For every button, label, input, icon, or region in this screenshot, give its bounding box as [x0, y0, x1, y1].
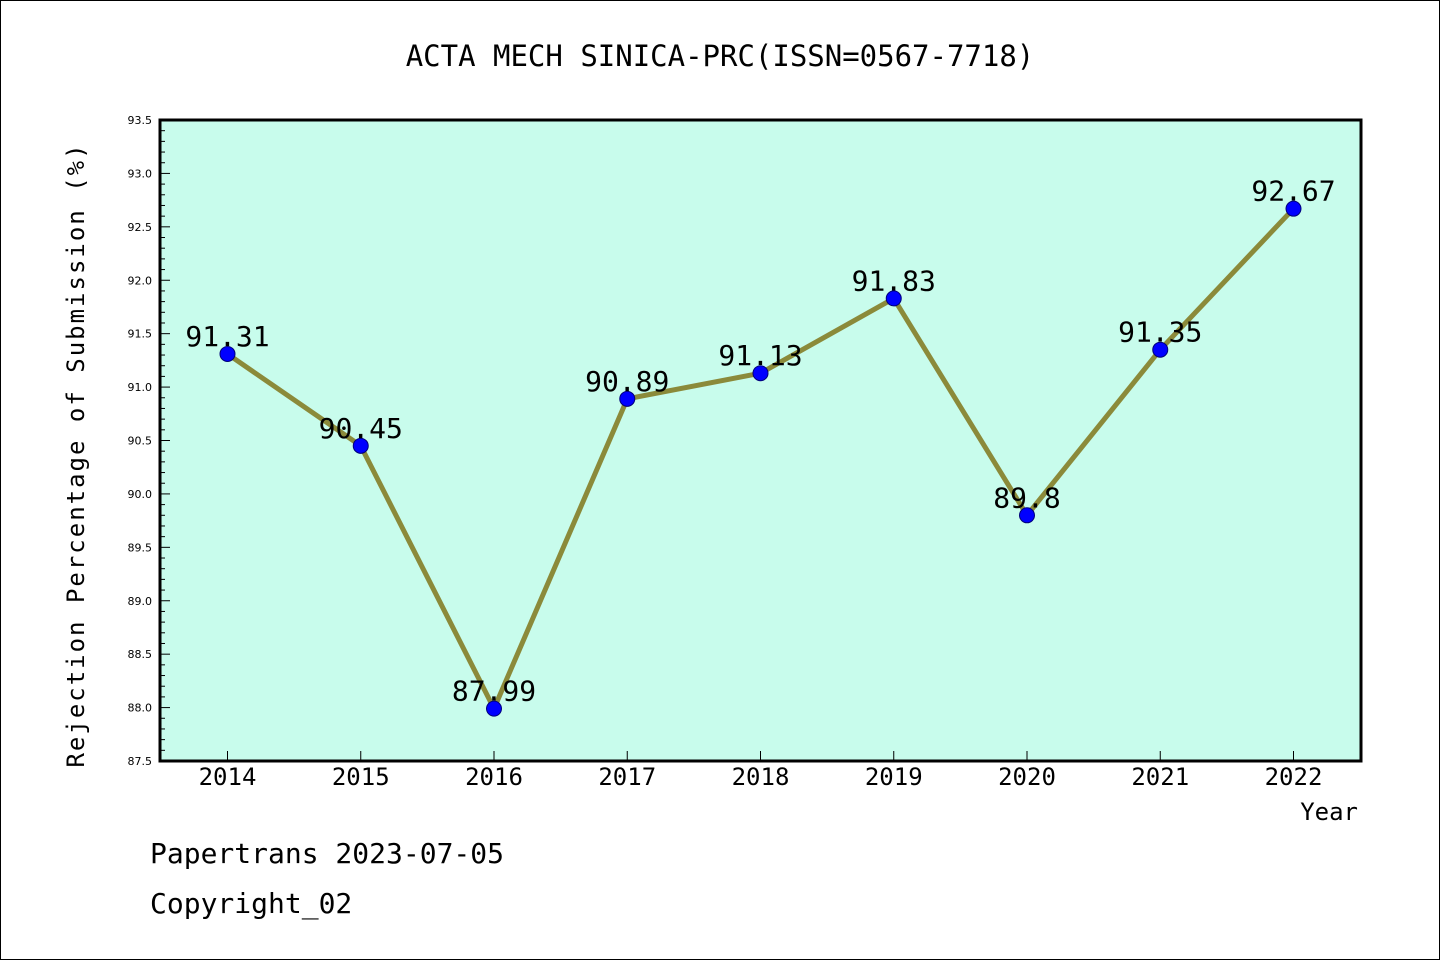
y-tick-label: 89.5	[128, 541, 153, 554]
data-label: 92.67	[1251, 175, 1335, 208]
y-tick-label: 92.5	[128, 221, 153, 234]
data-point-marker	[1285, 200, 1302, 217]
data-point-marker	[1019, 507, 1035, 524]
x-axis-label: Year	[1300, 798, 1358, 826]
data-point-marker	[752, 365, 769, 382]
data-label: 90.89	[585, 365, 669, 398]
x-tick-label: 2017	[598, 763, 656, 791]
x-tick-label: 2015	[332, 763, 390, 791]
y-tick-label: 91.5	[128, 328, 153, 341]
footer-copyright: Copyright_02	[150, 887, 352, 921]
x-tick-label: 2014	[199, 763, 257, 791]
x-tick-label: 2019	[865, 763, 923, 791]
x-tick-label: 2022	[1265, 763, 1323, 791]
y-tick-label: 90.5	[128, 435, 153, 448]
data-label: 91.13	[718, 339, 802, 372]
y-tick-label: 88.0	[128, 702, 153, 715]
x-tick-label: 2021	[1131, 763, 1189, 791]
data-point-marker	[486, 700, 502, 717]
data-label: 91.35	[1118, 316, 1202, 349]
data-label: 89.8	[993, 481, 1060, 514]
data-point-marker	[1152, 341, 1169, 358]
y-axis-label: Rejection Percentage of Submission (%)	[62, 142, 90, 767]
y-tick-label: 93.0	[128, 167, 153, 180]
data-point-marker	[219, 345, 236, 362]
data-label: 87.99	[452, 675, 536, 708]
chart-title: ACTA MECH SINICA-PRC(ISSN=0567-7718)	[406, 39, 1035, 73]
data-label: 91.83	[852, 264, 936, 297]
y-tick-label: 87.5	[128, 755, 153, 768]
markers-group	[219, 200, 1302, 717]
data-label: 90.45	[319, 412, 403, 445]
x-tick-label: 2018	[732, 763, 790, 791]
data-point-marker	[352, 437, 369, 454]
data-label: 91.31	[185, 320, 269, 353]
footer-papertrans: Papertrans 2023-07-05	[150, 837, 504, 870]
data-point-marker	[885, 290, 902, 307]
x-tick-label: 2020	[998, 763, 1056, 791]
data-labels-group: 91.31 90.45 87.99 90.89 91.13 91.83 89.8 91.35 9…	[185, 175, 1335, 708]
x-axis: 2014 2015 2016 2017 2018 2019 2020 2021 2022	[199, 751, 1323, 791]
y-tick-label: 90.0	[128, 488, 153, 501]
y-tick-label: 93.5	[128, 114, 153, 127]
data-point-marker	[619, 390, 636, 407]
y-tick-label: 88.5	[128, 648, 153, 661]
y-tick-label: 91.0	[128, 381, 153, 394]
x-tick-label: 2016	[465, 763, 523, 791]
y-axis: 87.5 88.0 88.5 89.0 89.5 90.0 90.5 91.0 91.5 92.0…	[128, 114, 170, 768]
y-tick-label: 89.0	[128, 595, 153, 608]
y-tick-label: 92.0	[128, 274, 153, 287]
